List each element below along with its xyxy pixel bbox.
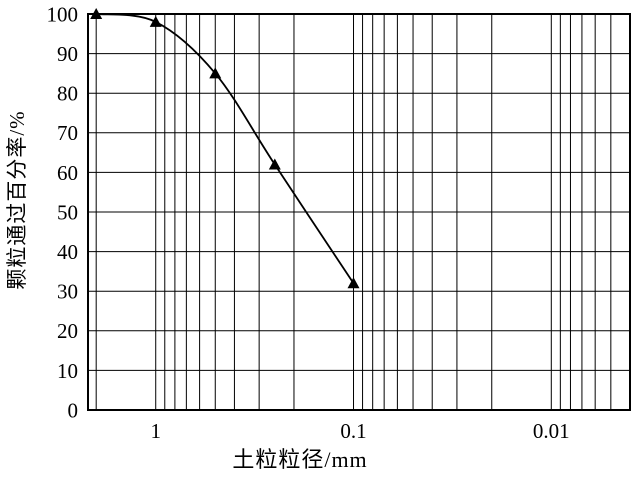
x-tick-label: 0.1 [340,419,366,443]
data-point-marker [347,277,360,289]
data-point-marker [90,8,103,19]
y-tick-label: 50 [57,200,78,224]
data-point-marker [268,158,281,170]
curve-line [96,13,355,284]
y-tick-label: 10 [57,359,78,383]
x-tick-label: 0.01 [533,419,570,443]
y-tick-label: 60 [57,161,78,185]
x-tick-label: 1 [150,419,161,443]
y-tick-label: 0 [68,398,79,422]
y-tick-label: 70 [57,121,78,145]
y-tick-label: 30 [57,280,78,304]
y-tick-label: 90 [57,42,78,66]
y-tick-label: 100 [47,2,79,26]
y-tick-label: 20 [57,319,78,343]
y-tick-label: 80 [57,82,78,106]
y-tick-label: 40 [57,240,78,264]
y-axis-label: 颗粒通过百分率/% [5,110,29,290]
data-point-marker [149,15,162,27]
data-point-marker [209,67,222,79]
x-axis-label: 土粒粒径/mm [232,447,368,472]
